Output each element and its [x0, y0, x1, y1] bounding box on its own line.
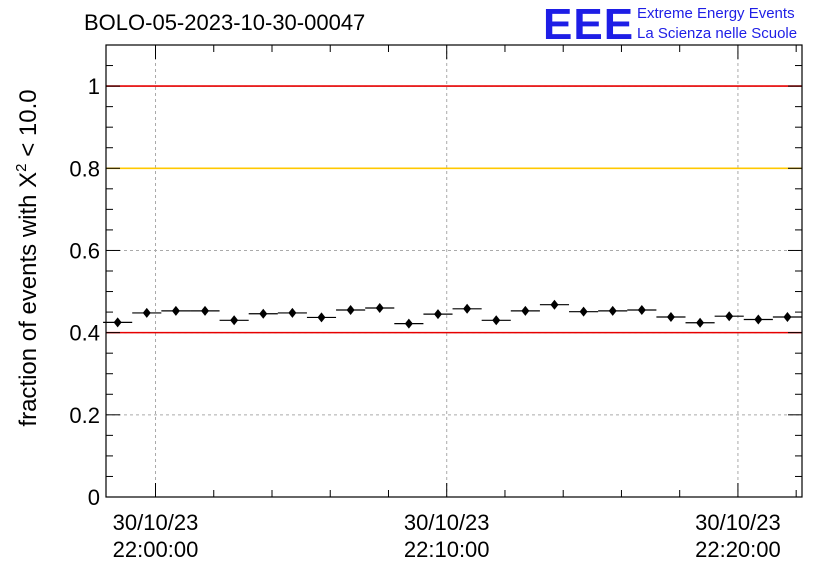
data-point-marker [725, 311, 734, 322]
x-tick-label-date: 30/10/23 [695, 510, 781, 535]
data-point-marker [754, 314, 763, 325]
y-tick-label: 1 [88, 74, 100, 99]
y-axis-label-suffix: < 10.0 [15, 89, 42, 163]
data-point-marker [113, 317, 122, 328]
data-point-marker [696, 317, 705, 328]
eee-caption-line2: La Scienza nelle Scuole [637, 25, 798, 42]
axis-ticks [106, 45, 802, 498]
data-point-marker [783, 312, 792, 323]
y-axis-label-prefix: fraction of events with [15, 188, 42, 427]
data-point-marker [142, 307, 151, 318]
data-point-marker [463, 303, 472, 314]
x-tick-label-time: 22:00:00 [113, 537, 199, 562]
y-axis-label-symbol: X [15, 172, 42, 188]
data-point-marker [346, 305, 355, 316]
data-point-marker [492, 315, 501, 326]
data-point-marker [259, 308, 268, 319]
data-points [103, 299, 802, 329]
y-tick-label: 0 [88, 485, 100, 510]
y-tick-label: 0.6 [69, 238, 100, 263]
data-point-marker [375, 302, 384, 313]
data-point-marker [404, 318, 413, 329]
eee-logo-caption: Extreme Energy Events La Scienza nelle S… [637, 4, 797, 44]
data-point-marker [666, 312, 675, 323]
reference-lines [106, 85, 802, 334]
data-point-marker [230, 315, 239, 326]
x-tick-label-time: 22:20:00 [695, 537, 781, 562]
data-point-marker [171, 305, 180, 316]
x-tick-label-date: 30/10/23 [404, 510, 490, 535]
data-point-marker [317, 312, 326, 323]
x-tick-label-date: 30/10/23 [113, 510, 199, 535]
plot-frame [105, 44, 803, 498]
data-point-marker [550, 299, 559, 310]
data-point-marker [288, 307, 297, 318]
chart-title: BOLO-05-2023-10-30-00047 [84, 10, 366, 35]
y-tick-label: 0.4 [69, 321, 100, 346]
data-point-marker [201, 305, 210, 316]
tick-labels: 00.20.40.60.8130/10/2322:00:0030/10/2322… [69, 74, 780, 562]
grid-lines [106, 45, 802, 497]
data-point-marker [579, 306, 588, 317]
y-axis-label: fraction of events with X2 < 10.0 [13, 89, 42, 426]
eee-caption-line1: Extreme Energy Events [637, 5, 795, 22]
x-tick-label-time: 22:10:00 [404, 537, 490, 562]
y-axis-label-sup: 2 [13, 163, 30, 171]
y-tick-label: 0.8 [69, 156, 100, 181]
data-point-marker [608, 305, 617, 316]
eee-logo: EEE [543, 0, 635, 49]
data-point-marker [637, 305, 646, 316]
data-point-marker [433, 309, 442, 320]
y-tick-label: 0.2 [69, 403, 100, 428]
data-point-marker [521, 305, 530, 316]
